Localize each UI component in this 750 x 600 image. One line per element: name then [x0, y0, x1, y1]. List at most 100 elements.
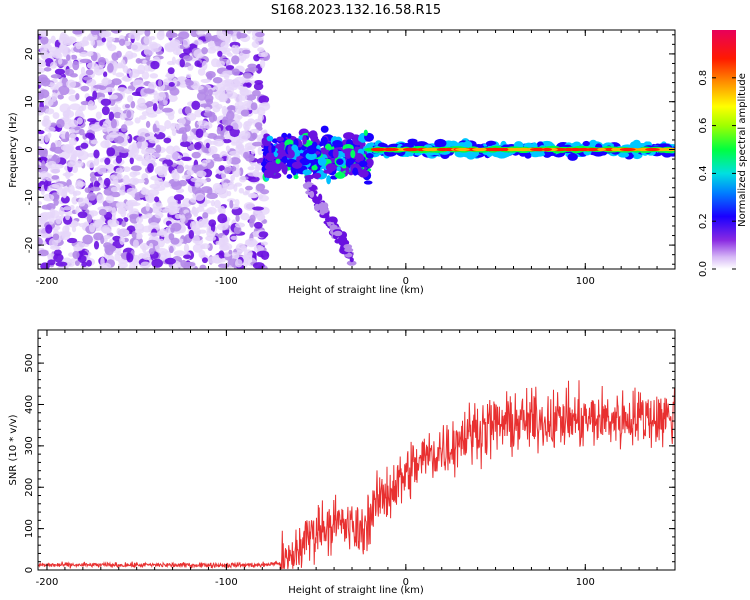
spectrogram-cell [86, 192, 97, 201]
spectrogram-cell [215, 103, 223, 110]
spectrogram-cell [230, 252, 240, 261]
colorbar-tick-label: 0.8 [698, 70, 709, 86]
spectrogram-cell [111, 78, 122, 86]
spectrogram-cell [167, 94, 178, 102]
spectrogram-cell [142, 253, 151, 261]
spectrogram-cell [58, 36, 71, 44]
spectrogram-cell [188, 229, 195, 239]
spectrogram-cell [116, 173, 123, 180]
spectrogram-cell [308, 130, 318, 140]
spectrogram-cell [49, 147, 56, 152]
spectrogram-cell [38, 67, 46, 74]
spectrogram-cell [126, 187, 137, 195]
spectrogram-cell [218, 60, 226, 67]
spectrogram-cell [131, 42, 143, 52]
spectrogram-cell [68, 138, 77, 146]
spectrogram-cell [53, 253, 64, 263]
spectrogram-cell [147, 163, 154, 173]
spectrogram-cell [124, 104, 131, 109]
spectrogram-cell [104, 157, 111, 165]
spectrogram-cell [152, 103, 158, 112]
spectrogram-cell [332, 140, 343, 148]
spectrogram-cell [136, 136, 146, 143]
spectrogram-cell [343, 243, 353, 250]
spectrogram-cell [129, 171, 138, 178]
spectrogram-cell [145, 54, 151, 61]
spectrogram-cell [52, 50, 61, 59]
spectrogram-cell [257, 146, 263, 156]
spectrogram-cell [228, 249, 233, 255]
spectrogram-cell [194, 192, 205, 202]
spectrogram-cell [77, 181, 86, 187]
spectrogram-cell [249, 214, 256, 223]
spectrogram-cell [311, 165, 318, 171]
colorbar-tick-label: 0.0 [698, 261, 709, 277]
spectrogram-cell [254, 79, 264, 85]
spectrogram-cell [166, 32, 178, 38]
spectrogram-cell [305, 152, 317, 161]
spectrogram-cell [238, 130, 251, 140]
spectrogram-cell [248, 240, 259, 246]
spectrogram-cell [85, 51, 94, 57]
spectrogram-cell [263, 168, 274, 179]
spectrogram-cell [103, 188, 113, 196]
spectrogram-cell [89, 222, 96, 233]
snr-plot-frame [37, 329, 676, 571]
spectrogram-cell [358, 169, 369, 178]
spectrogram-cell [190, 177, 202, 183]
spectrogram-cell [618, 151, 630, 158]
spectrogram-cell [148, 222, 160, 232]
spectrogram-cell [66, 79, 77, 89]
spectrogram-cell [143, 151, 150, 160]
spectrogram-cell [201, 60, 208, 71]
spectrogram-cell [345, 166, 350, 175]
spectrogram-cell [205, 158, 211, 163]
spectrogram-cell [38, 200, 42, 206]
spectrogram-cell [256, 250, 269, 258]
spectrogram-cell [363, 180, 373, 185]
spectrogram-cell [306, 145, 317, 155]
spectrogram-cell [93, 84, 104, 89]
spectrogram-cell [309, 158, 321, 165]
spectrogram-cell [218, 165, 225, 172]
spectrogram-cell [206, 192, 218, 200]
spectrogram-cell [198, 249, 206, 259]
spectrogram-cell [383, 147, 395, 152]
spectrogram-cell [186, 169, 194, 176]
spectrogram-cell [72, 150, 85, 157]
spectrogram-cell [205, 32, 212, 42]
spectrogram-cell [320, 125, 329, 133]
spectrogram-cell [183, 254, 192, 259]
spectrogram-cell [148, 248, 155, 255]
spectrogram-cell [100, 224, 112, 234]
spectrogram-cell [107, 63, 114, 73]
spectrogram-cell [43, 148, 48, 155]
spectrogram-cell [71, 165, 79, 174]
spectrogram-cell [62, 189, 67, 199]
spectrogram-cell [176, 164, 185, 174]
spectrogram-x-label: Height of straight line (km) [288, 285, 424, 296]
spectrogram-cell [103, 86, 116, 93]
spectrogram-cell [127, 95, 134, 103]
spectrogram-cell [136, 232, 142, 240]
spectrogram-cell [238, 187, 245, 194]
spectrogram-cell [95, 111, 102, 120]
spectrogram-cell [352, 167, 359, 176]
spectrogram-cell [65, 224, 70, 232]
spectrogram-cell [63, 206, 72, 211]
spectrogram-cell [221, 105, 228, 116]
spectrogram-cell [67, 184, 75, 195]
spectrogram-cell [150, 60, 160, 70]
spectrogram-cell [78, 128, 85, 136]
spectrogram-cell [230, 174, 235, 182]
spectrogram-cell [134, 228, 145, 234]
spectrogram-cell [296, 160, 301, 169]
spectrogram-cell [226, 155, 232, 165]
spectrogram-cell [70, 54, 78, 60]
spectrogram-cell [120, 207, 127, 218]
spectrogram-cell [332, 148, 339, 159]
spectrogram-cell [155, 144, 162, 154]
spectrogram-cell [113, 136, 125, 144]
spectrogram-cell [203, 86, 209, 97]
spectrogram-cell [286, 174, 293, 179]
